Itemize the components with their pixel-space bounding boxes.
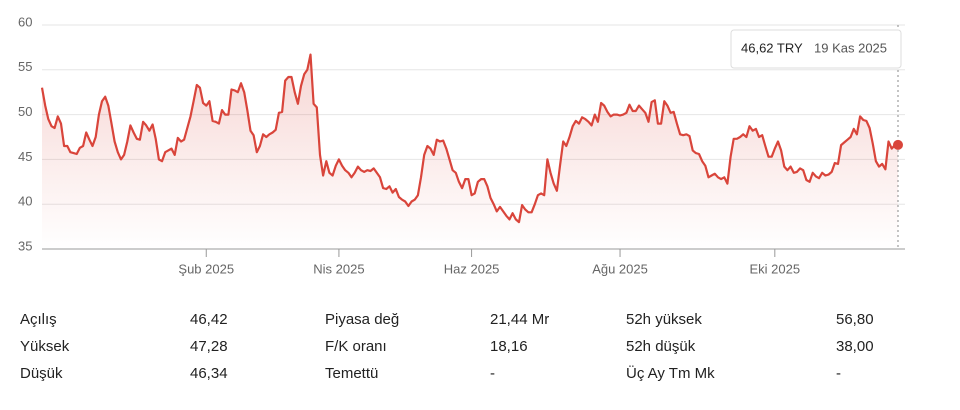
- y-tick-label: 40: [18, 194, 32, 209]
- y-tick-label: 60: [18, 14, 32, 29]
- area: [42, 54, 898, 249]
- stat-label: 52h yüksek: [626, 311, 702, 328]
- tooltip-date: 19 Kas 2025: [814, 40, 887, 55]
- stat-label: Düşük: [20, 365, 63, 382]
- x-tick-label: Şub 2025: [178, 261, 234, 276]
- y-tick-label: 35: [18, 238, 32, 253]
- end-point: [893, 139, 903, 150]
- price-line: [40, 53, 899, 224]
- tooltip: 46,62 TRY 19 Kas 2025: [730, 29, 902, 69]
- y-tick-label: 45: [18, 149, 32, 164]
- stat-label: Üç Ay Tm Mk: [626, 364, 715, 382]
- stat-value: 56,80: [836, 311, 874, 328]
- stat-label: Piyasa değ: [325, 311, 399, 328]
- stat-value: 18,16: [490, 338, 528, 355]
- stat-value: 46,42: [190, 311, 228, 328]
- x-tick-label: Eki 2025: [750, 261, 801, 276]
- stat-label: Açılış: [20, 311, 57, 328]
- tooltip-price: 46,62 TRY: [741, 40, 803, 55]
- stat-value: 21,44 Mr: [490, 311, 549, 328]
- x-tick-label: Ağu 2025: [592, 261, 648, 276]
- stat-value: 38,00: [836, 338, 874, 355]
- stat-label: F/K oranı: [325, 338, 387, 355]
- y-tick-label: 50: [18, 104, 32, 119]
- stat-label: 52h düşük: [626, 338, 696, 355]
- x-tick-label: Nis 2025: [313, 261, 364, 276]
- y-tick-label: 55: [18, 59, 32, 74]
- x-tick-label: Haz 2025: [444, 261, 500, 276]
- stat-value: -: [836, 365, 841, 382]
- stat-label: Yüksek: [20, 338, 70, 355]
- tooltip-box: [730, 29, 902, 69]
- stat-value: 46,34: [190, 365, 228, 382]
- stat-value: -: [490, 365, 495, 382]
- stat-label: Temettü: [325, 365, 378, 382]
- stat-value: 47,28: [190, 338, 228, 355]
